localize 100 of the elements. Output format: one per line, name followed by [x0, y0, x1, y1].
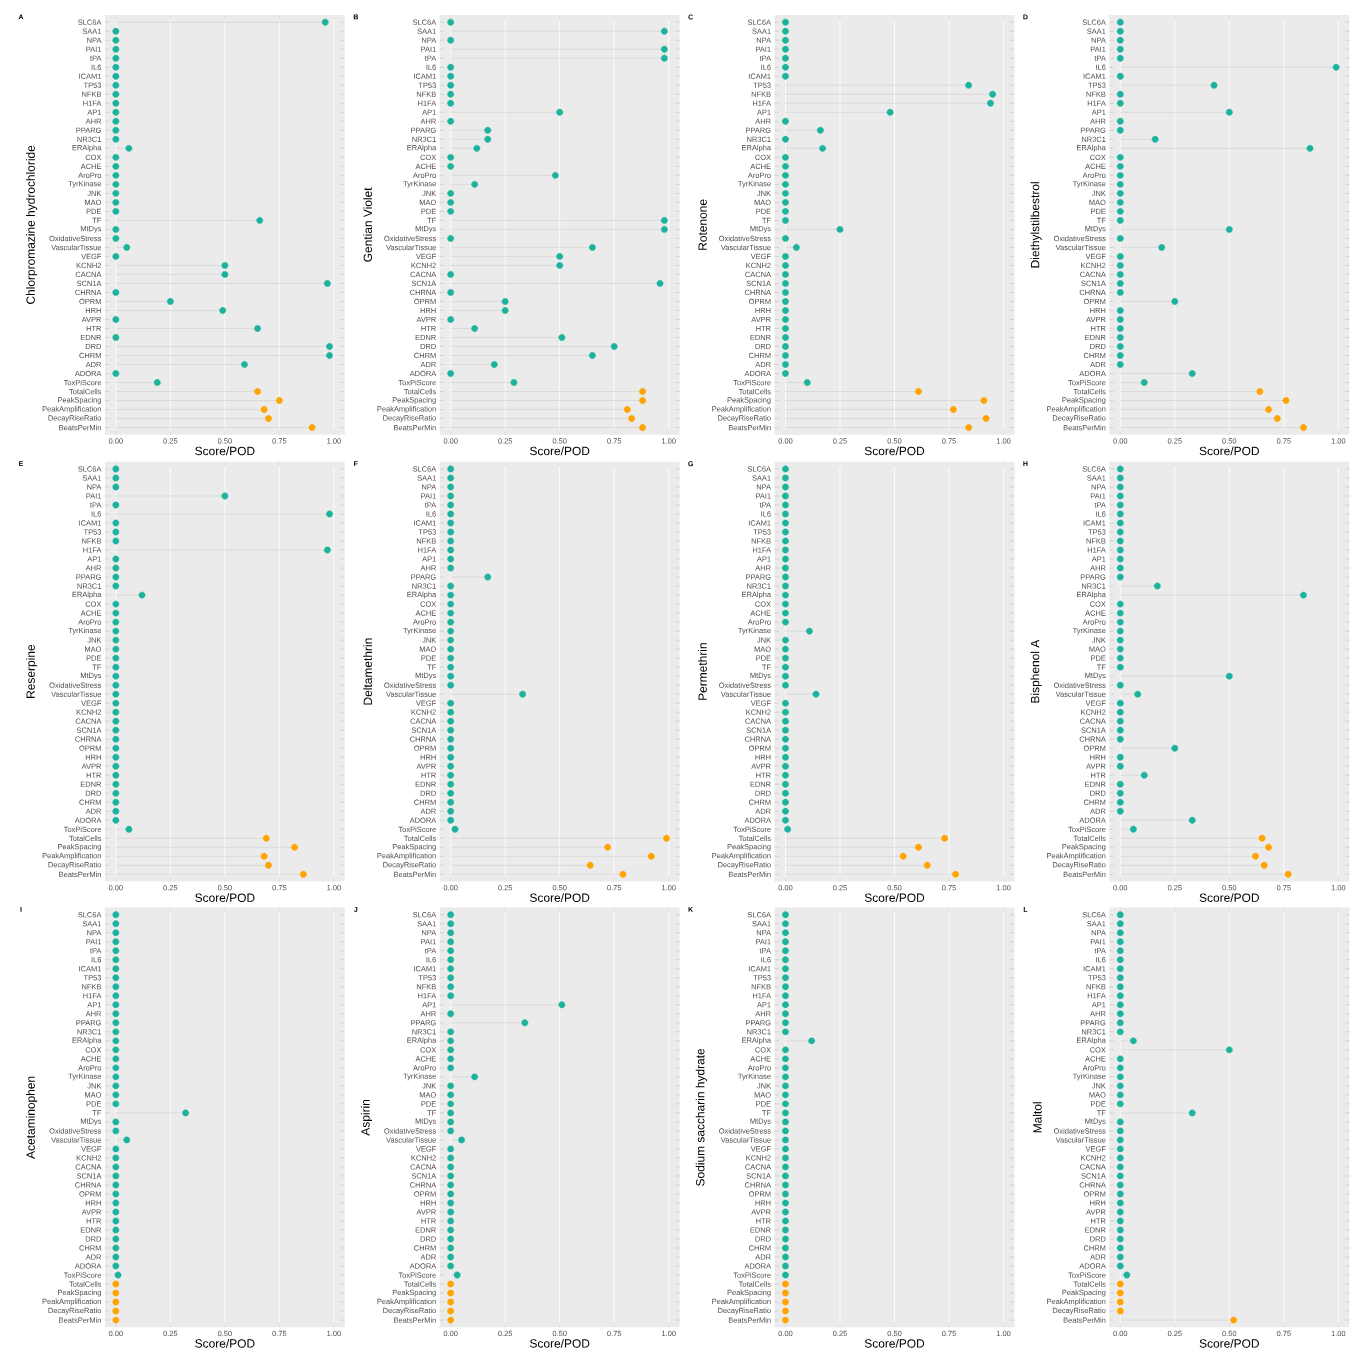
point	[781, 618, 789, 626]
point	[1116, 1028, 1124, 1036]
point	[660, 226, 668, 233]
point	[781, 316, 789, 323]
point	[447, 929, 454, 937]
y-axis-title: Permethrin	[697, 643, 707, 700]
point	[781, 600, 789, 608]
point	[1116, 189, 1124, 197]
point	[1116, 537, 1124, 545]
point	[112, 117, 120, 125]
point	[112, 1280, 120, 1288]
y-axis-title: Rotenone	[698, 199, 707, 250]
point	[112, 911, 120, 919]
point	[112, 798, 120, 806]
point	[1116, 1100, 1124, 1108]
point	[1116, 361, 1124, 368]
point	[1116, 1262, 1124, 1270]
point	[1116, 699, 1124, 707]
point	[112, 90, 120, 98]
point	[1116, 198, 1124, 206]
point	[1116, 1082, 1124, 1090]
point	[1116, 911, 1124, 919]
point	[1116, 334, 1124, 341]
point	[1230, 1316, 1237, 1324]
point	[556, 108, 563, 116]
y-axis-title: Diethylstilbestrol	[1030, 182, 1042, 268]
point	[241, 361, 248, 368]
point	[1116, 474, 1124, 482]
point	[781, 537, 789, 545]
point	[1116, 1253, 1124, 1261]
point	[447, 1109, 454, 1117]
point	[112, 983, 120, 991]
point	[112, 171, 120, 179]
point	[112, 690, 120, 698]
point	[781, 510, 789, 518]
point	[781, 672, 789, 680]
point	[914, 388, 922, 395]
point	[1188, 816, 1196, 824]
point	[326, 352, 333, 359]
point	[781, 753, 789, 761]
point	[952, 870, 959, 878]
point	[1116, 492, 1124, 500]
point	[112, 465, 120, 473]
point	[447, 699, 454, 707]
point	[447, 1037, 454, 1045]
point	[781, 807, 789, 815]
point	[989, 90, 996, 98]
point	[781, 573, 789, 581]
point	[447, 726, 454, 734]
point	[112, 1073, 120, 1081]
point	[1116, 1172, 1124, 1180]
point	[1116, 207, 1124, 215]
point	[138, 591, 146, 599]
point	[1116, 1280, 1124, 1288]
point	[1116, 627, 1124, 635]
point	[1123, 1271, 1131, 1279]
point	[781, 36, 789, 44]
point	[323, 280, 331, 287]
point	[447, 1082, 454, 1090]
point	[1116, 171, 1124, 179]
point	[447, 18, 454, 26]
point	[447, 1307, 454, 1315]
point	[447, 1235, 454, 1243]
point	[1171, 744, 1179, 752]
point	[781, 180, 789, 188]
point	[647, 852, 655, 860]
point	[781, 474, 789, 482]
point	[112, 370, 120, 377]
point	[447, 663, 454, 671]
point	[1265, 843, 1272, 851]
point	[447, 1154, 454, 1162]
point	[471, 325, 478, 332]
point	[1116, 1208, 1124, 1216]
point	[1116, 717, 1124, 725]
point	[264, 415, 272, 422]
point	[112, 207, 120, 215]
point	[556, 262, 563, 269]
point	[112, 1010, 120, 1018]
point	[112, 780, 120, 788]
point	[1116, 126, 1124, 134]
point	[447, 636, 454, 644]
point	[781, 135, 789, 143]
point	[781, 18, 789, 26]
point	[781, 654, 789, 662]
point	[471, 1073, 478, 1081]
point	[781, 699, 789, 707]
x-axis-title: Score/POD	[195, 1338, 255, 1348]
point	[112, 1154, 120, 1162]
point	[447, 1244, 454, 1252]
point	[112, 1082, 120, 1090]
point	[781, 555, 789, 563]
point	[1116, 600, 1124, 608]
point	[112, 1244, 120, 1252]
point	[447, 1280, 454, 1288]
point	[1116, 271, 1124, 278]
point	[1140, 379, 1148, 386]
point	[781, 501, 789, 509]
point	[1188, 1109, 1196, 1117]
point	[447, 618, 454, 626]
point	[1116, 753, 1124, 761]
